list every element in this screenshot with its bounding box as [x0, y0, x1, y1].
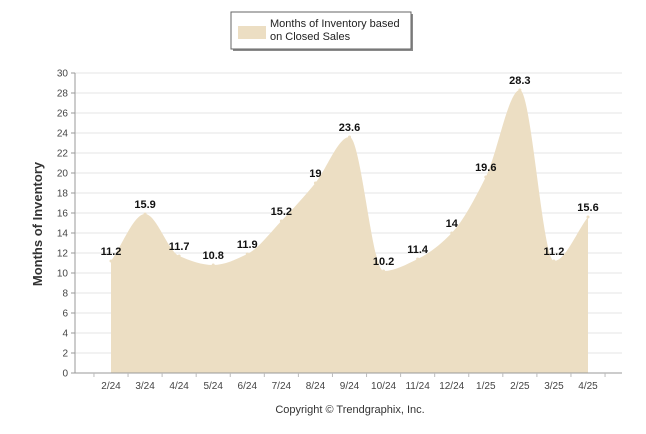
- data-label: 10.2: [373, 256, 394, 268]
- y-tick-label: 28: [57, 89, 69, 100]
- data-label: 15.6: [577, 202, 598, 214]
- x-tick-label: 10/24: [371, 381, 396, 392]
- data-label: 14: [446, 218, 459, 230]
- y-tick-label: 24: [57, 129, 69, 140]
- data-label: 15.9: [134, 199, 155, 211]
- x-tick-label: 2/25: [510, 381, 530, 392]
- y-tick-label: 8: [62, 289, 68, 300]
- data-point: [450, 231, 454, 235]
- data-label: 10.8: [203, 250, 224, 262]
- y-tick-label: 30: [57, 69, 69, 80]
- data-label: 11.2: [544, 246, 565, 258]
- copyright-text: Copyright © Trendgraphix, Inc.: [275, 404, 424, 416]
- x-tick-label: 1/25: [476, 381, 496, 392]
- x-axis-ticks: 2/24 3/24 4/24 5/24 6/24 7/24 8/24 9/24 10/24 11/…: [93, 373, 606, 392]
- series-area: [111, 90, 588, 373]
- legend-swatch: [238, 26, 266, 39]
- x-tick-label: 9/24: [340, 381, 360, 392]
- x-tick-label: 7/24: [272, 381, 292, 392]
- x-tick-label: 3/25: [544, 381, 564, 392]
- data-label: 11.2: [101, 246, 122, 258]
- x-tick-label: 5/24: [203, 381, 223, 392]
- x-tick-label: 11/24: [405, 381, 430, 392]
- y-tick-label: 10: [57, 269, 69, 280]
- data-point: [552, 259, 556, 263]
- y-tick-label: 26: [57, 109, 69, 120]
- data-point: [416, 257, 420, 261]
- data-point: [177, 254, 181, 258]
- x-tick-label: 12/24: [439, 381, 464, 392]
- plot-area: [109, 88, 590, 373]
- data-label: 11.9: [237, 239, 258, 251]
- y-tick-label: 22: [57, 149, 69, 160]
- data-point: [245, 252, 249, 256]
- x-tick-label: 4/24: [169, 381, 189, 392]
- legend-label-line-1: Months of Inventory based: [270, 18, 400, 30]
- data-point: [211, 263, 215, 267]
- x-tick-label: 6/24: [238, 381, 258, 392]
- data-point: [279, 219, 283, 223]
- data-labels: 11.2 15.9 11.7 10.8 11.9 15.2 19 23.6 10.2 11.4 14…: [101, 75, 599, 268]
- y-tick-label: 12: [57, 249, 69, 260]
- data-point: [518, 88, 522, 92]
- x-tick-label: 8/24: [306, 381, 326, 392]
- x-tick-label: 3/24: [135, 381, 155, 392]
- legend: Months of Inventory based on Closed Sale…: [230, 11, 413, 51]
- data-label: 11.7: [169, 241, 190, 253]
- data-label: 19.6: [475, 162, 496, 174]
- data-label: 15.2: [271, 206, 292, 218]
- data-label: 11.4: [407, 244, 429, 256]
- data-point: [348, 135, 351, 139]
- y-tick-label: 4: [62, 329, 68, 340]
- data-point: [586, 215, 590, 219]
- data-point: [109, 259, 113, 263]
- y-tick-label: 20: [57, 169, 69, 180]
- data-label: 28.3: [509, 75, 530, 87]
- x-tick-label: 4/25: [578, 381, 598, 392]
- y-axis-title: Months of Inventory: [30, 161, 45, 286]
- x-tick-label: 2/24: [101, 381, 121, 392]
- axes: [74, 73, 622, 374]
- y-tick-label: 16: [57, 209, 69, 220]
- data-point: [382, 269, 386, 273]
- y-tick-label: 6: [62, 309, 68, 320]
- legend-label-line-2: on Closed Sales: [270, 31, 351, 43]
- data-point: [313, 181, 317, 185]
- data-label: 23.6: [339, 122, 360, 134]
- data-point: [143, 212, 147, 216]
- data-point: [484, 175, 488, 179]
- data-label: 19: [309, 168, 321, 180]
- y-tick-label: 14: [57, 229, 69, 240]
- y-tick-label: 0: [62, 369, 68, 380]
- y-tick-label: 2: [62, 349, 68, 360]
- y-tick-label: 18: [57, 189, 69, 200]
